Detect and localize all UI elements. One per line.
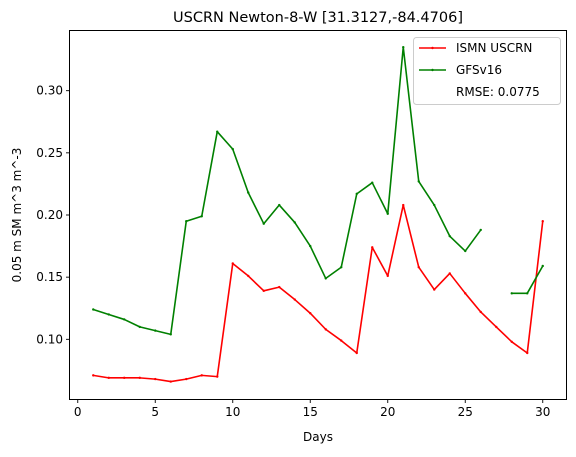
y-tick-label: 0.30 (36, 84, 63, 98)
series-line (93, 46, 482, 336)
series-1 (92, 45, 544, 336)
x-axis-label: Days (303, 430, 333, 444)
data-point (495, 325, 498, 329)
data-point (107, 313, 110, 316)
x-tick-label: 10 (225, 405, 240, 419)
x-tick-label: 15 (303, 405, 318, 419)
data-point (92, 374, 95, 377)
x-tick-label: 25 (458, 405, 473, 419)
data-point (371, 181, 374, 184)
series-0 (92, 203, 544, 383)
data-point (154, 329, 157, 332)
x-tick-label: 5 (151, 405, 159, 419)
data-point (185, 377, 188, 381)
x-tick-label: 20 (380, 405, 395, 419)
y-tick-label: 0.25 (36, 146, 63, 160)
data-point (324, 328, 327, 331)
data-point (309, 244, 312, 248)
data-point (340, 339, 343, 342)
data-point (464, 249, 467, 253)
legend-label-rmse: RMSE: 0.0775 (456, 85, 540, 99)
legend-label-ismn: ISMN USCRN (456, 41, 532, 55)
data-point (541, 264, 544, 268)
data-point (231, 147, 234, 151)
data-point (169, 333, 172, 336)
chart-title: USCRN Newton-8-W [31.3127,-84.4706] (173, 10, 463, 26)
y-tick-label: 0.10 (36, 332, 63, 346)
legend-box (413, 37, 561, 105)
data-point (324, 277, 327, 280)
data-point (138, 325, 141, 329)
legend-marker-ismn (431, 46, 434, 50)
data-point (309, 312, 312, 315)
x-tick-label: 0 (74, 405, 82, 419)
data-point (262, 289, 265, 293)
legend: ISMN USCRN GFSv16 RMSE: 0.0775 (413, 37, 561, 105)
data-point (278, 285, 281, 289)
data-point (417, 266, 420, 269)
data-point (92, 308, 95, 311)
y-tick-label: 0.20 (36, 208, 63, 222)
data-point (262, 222, 265, 225)
data-point (526, 351, 529, 355)
data-point (293, 298, 296, 301)
data-point (216, 130, 219, 133)
data-point (417, 180, 420, 183)
legend-marker-gfs (431, 68, 434, 72)
data-point (386, 274, 389, 278)
y-tick-label: 0.15 (36, 270, 63, 284)
y-axis-label: 0.05 m SM m^3 m^-3 (10, 148, 24, 283)
data-point (526, 292, 529, 295)
data-point (123, 318, 126, 321)
data-point (448, 272, 451, 275)
data-point (355, 351, 358, 355)
data-point (247, 274, 250, 278)
data-point (123, 376, 126, 380)
data-point (371, 246, 374, 249)
data-point (185, 220, 188, 223)
data-point (200, 374, 203, 377)
data-point (107, 376, 110, 380)
data-point (138, 376, 141, 380)
data-point (231, 262, 234, 265)
data-point (154, 377, 157, 381)
data-point (293, 221, 296, 224)
data-point (479, 310, 482, 314)
legend-label-gfs: GFSv16 (456, 63, 502, 77)
data-point (541, 220, 544, 223)
data-point (355, 192, 358, 196)
series-line (93, 204, 544, 383)
data-point (247, 191, 250, 194)
data-point (510, 292, 513, 295)
data-point (433, 288, 436, 291)
data-point (479, 228, 482, 232)
data-point (216, 375, 219, 378)
data-point (510, 340, 513, 344)
data-point (340, 266, 343, 269)
series-line (511, 265, 544, 295)
data-point (402, 45, 405, 49)
data-point (200, 215, 203, 218)
data-point (402, 203, 405, 207)
x-tick-label: 30 (535, 405, 550, 419)
data-point (433, 203, 436, 207)
data-point (386, 212, 389, 215)
data-point (169, 380, 172, 383)
data-point (448, 234, 451, 238)
data-point (464, 292, 467, 295)
data-point (278, 203, 281, 207)
